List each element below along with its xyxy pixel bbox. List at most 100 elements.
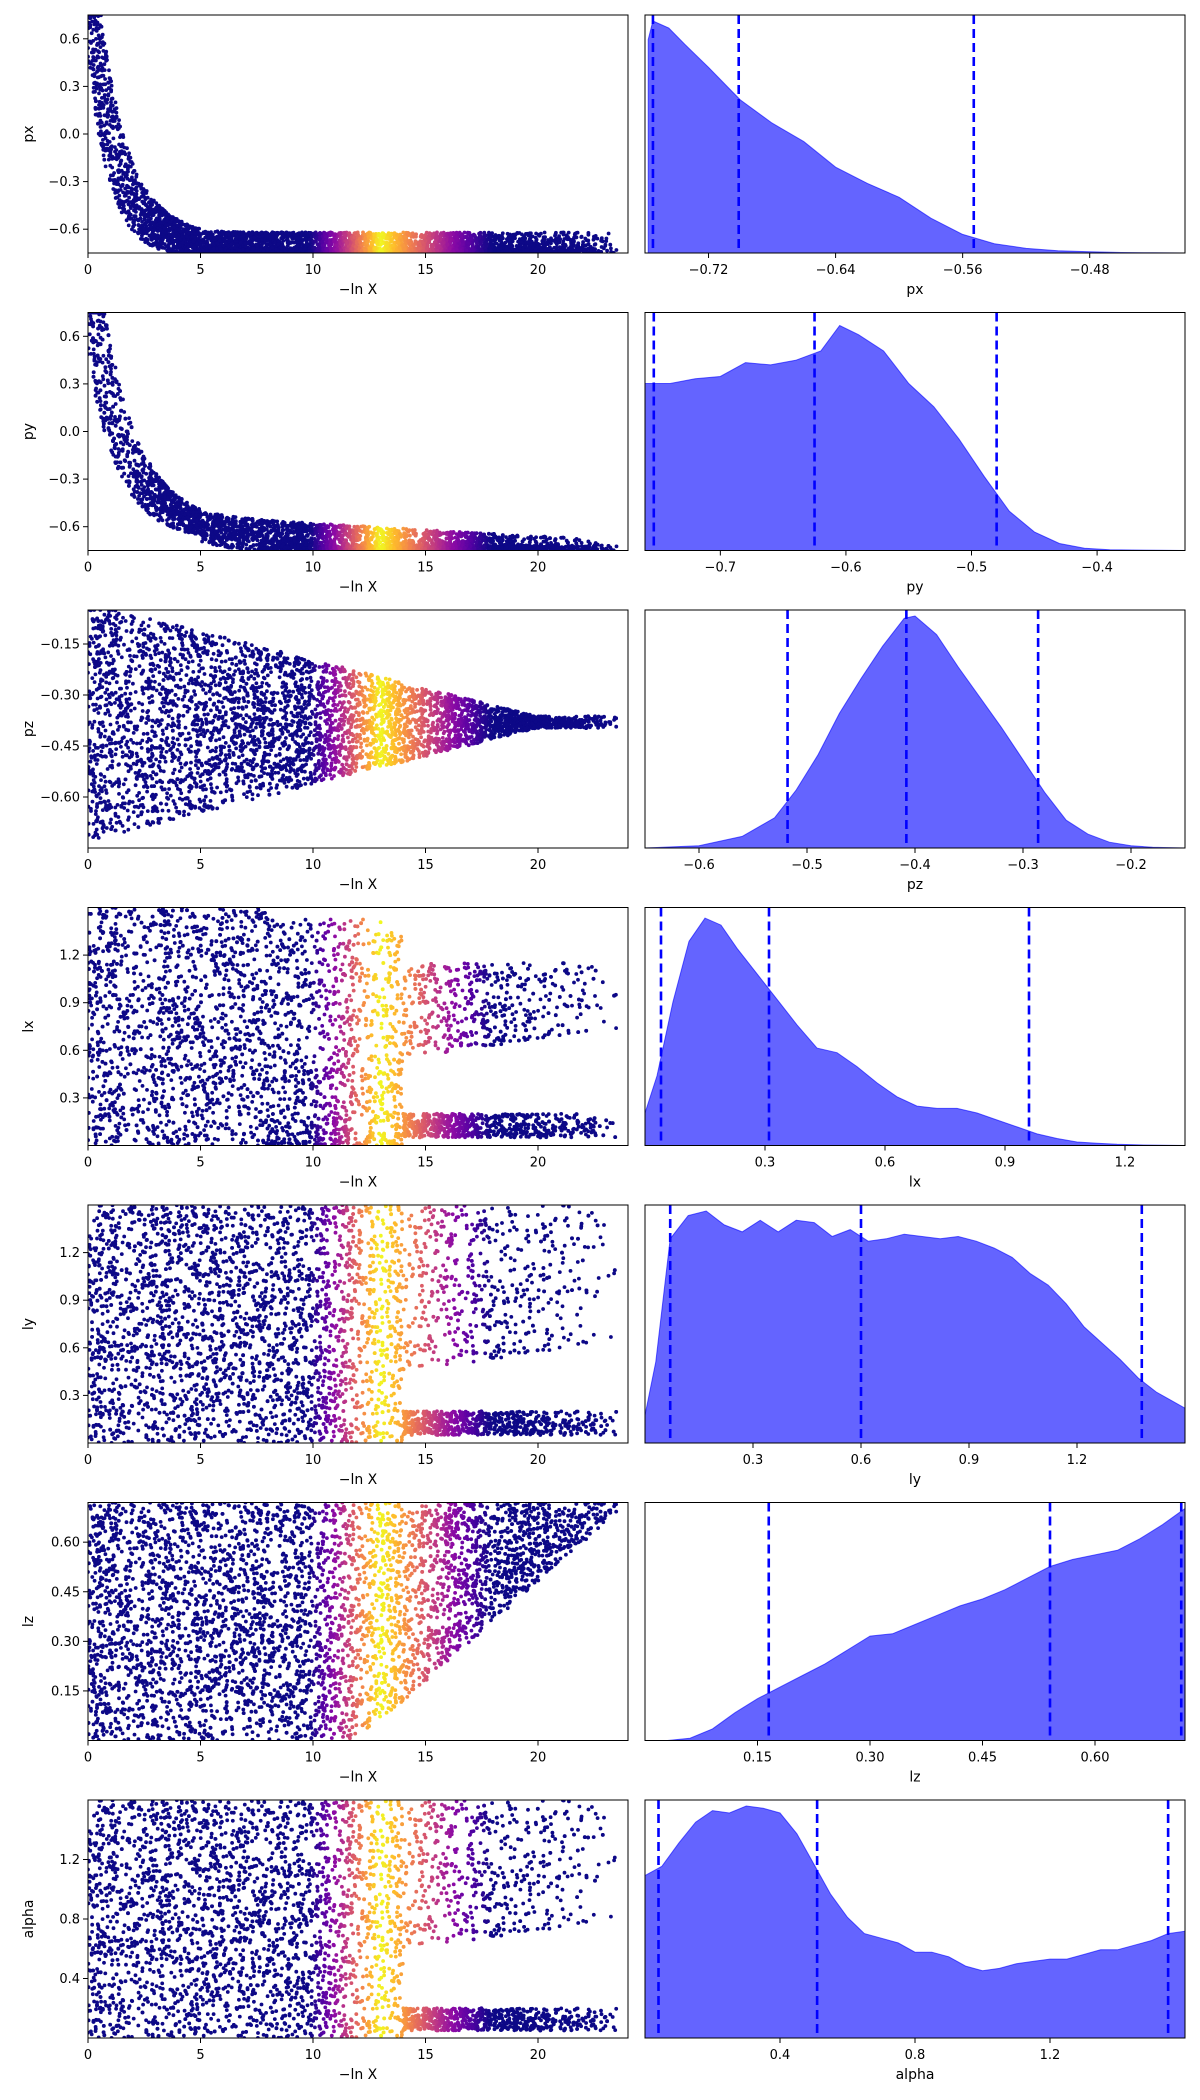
scatter-point	[257, 235, 262, 239]
scatter-point	[237, 248, 242, 253]
scatter-point	[126, 214, 131, 219]
scatter-point	[421, 234, 426, 239]
scatter-point	[154, 237, 159, 242]
scatter-point	[375, 241, 380, 246]
scatter-point	[403, 250, 408, 253]
scatter-point	[117, 205, 122, 210]
scatter-point	[425, 242, 430, 247]
scatter-point	[243, 237, 248, 242]
scatter-point	[603, 242, 608, 247]
scatter-point	[317, 236, 322, 241]
scatter-point	[105, 115, 110, 119]
scatter-point	[372, 232, 377, 237]
scatter-point	[477, 235, 481, 240]
scatter-point	[328, 238, 332, 242]
scatter-point	[261, 249, 266, 253]
x-tick-label: −0.48	[1070, 263, 1110, 278]
scatter-point	[389, 237, 394, 242]
scatter-point	[259, 230, 264, 235]
scatter-point	[168, 241, 173, 246]
scatter-point	[179, 219, 184, 224]
scatter-point	[461, 239, 466, 244]
scatter-point	[595, 236, 600, 241]
scatter-point	[157, 241, 162, 246]
scatter-point	[132, 193, 137, 197]
scatter-point	[384, 240, 389, 245]
scatter-point	[109, 103, 113, 108]
scatter-point	[303, 230, 308, 235]
scatter-point	[608, 242, 613, 247]
scatter-point	[300, 242, 304, 247]
scatter-point	[127, 195, 131, 200]
scatter-point	[470, 242, 475, 247]
scatter-point	[421, 249, 426, 253]
scatter-point	[162, 226, 167, 231]
scatter-point	[119, 144, 124, 149]
scatter-point	[505, 231, 510, 236]
scatter-point	[211, 246, 216, 251]
scatter-point	[126, 169, 130, 174]
scatter-point	[306, 234, 310, 238]
x-tick-label: 20	[530, 263, 547, 278]
scatter-point	[549, 236, 553, 241]
scatter-point	[100, 96, 104, 100]
scatter-point	[107, 109, 112, 113]
scatter-point	[379, 241, 384, 246]
scatter-point	[123, 162, 128, 167]
scatter-point	[96, 49, 100, 54]
scatter-point	[142, 188, 147, 193]
scatter-point	[542, 230, 547, 235]
scatter-point	[91, 90, 96, 94]
scatter-point	[144, 203, 149, 208]
y-axis-label: px	[21, 125, 37, 142]
scatter-point	[190, 225, 195, 229]
scatter-point	[204, 230, 209, 235]
scatter-point	[430, 243, 434, 248]
scatter-point	[247, 250, 252, 253]
scatter-point	[293, 236, 298, 241]
scatter-point	[324, 234, 328, 239]
scatter-point	[166, 235, 171, 240]
scatter-point	[89, 31, 94, 36]
scatter-point	[311, 231, 316, 236]
scatter-point	[160, 213, 164, 218]
y-tick-label: −0.6	[48, 223, 80, 238]
scatter-point	[444, 237, 449, 242]
scatter-point	[126, 209, 131, 214]
scatter-point	[102, 62, 107, 67]
scatter-point	[371, 240, 375, 245]
scatter-point	[100, 102, 105, 107]
scatter-point	[121, 133, 125, 137]
scatter-point	[92, 74, 97, 79]
scatter-point	[103, 99, 108, 103]
scatter-point	[132, 169, 137, 173]
scatter-point	[503, 240, 508, 245]
scatter-point	[572, 235, 576, 240]
scatter-point	[96, 131, 101, 136]
scatter-point	[369, 236, 373, 241]
scatter-point	[229, 245, 234, 250]
scatter-point	[263, 232, 268, 236]
scatter-point	[295, 243, 300, 248]
scatter-point	[251, 246, 256, 251]
scatter-point	[580, 242, 585, 247]
scatter-point	[149, 216, 153, 221]
scatter-point	[493, 233, 498, 237]
scatter-point	[230, 232, 235, 237]
scatter-point	[599, 249, 604, 253]
scatter-point	[116, 176, 121, 181]
scatter-point	[161, 230, 166, 235]
trace-panel-py: 0 5 10 15 200.60.30.0−0.3−0.6−ln Xpy	[21, 312, 629, 596]
scatter-point	[586, 238, 591, 243]
scatter-point	[101, 82, 106, 87]
scatter-point	[134, 210, 138, 214]
scatter-point	[102, 157, 107, 162]
scatter-point	[104, 54, 109, 59]
scatter-point	[116, 122, 121, 126]
scatter-point	[464, 248, 469, 253]
scatter-point	[289, 231, 293, 236]
scatter-point	[100, 55, 104, 60]
scatter-point	[127, 151, 131, 156]
scatter-point	[204, 243, 209, 248]
x-axis-label: px	[906, 282, 923, 298]
